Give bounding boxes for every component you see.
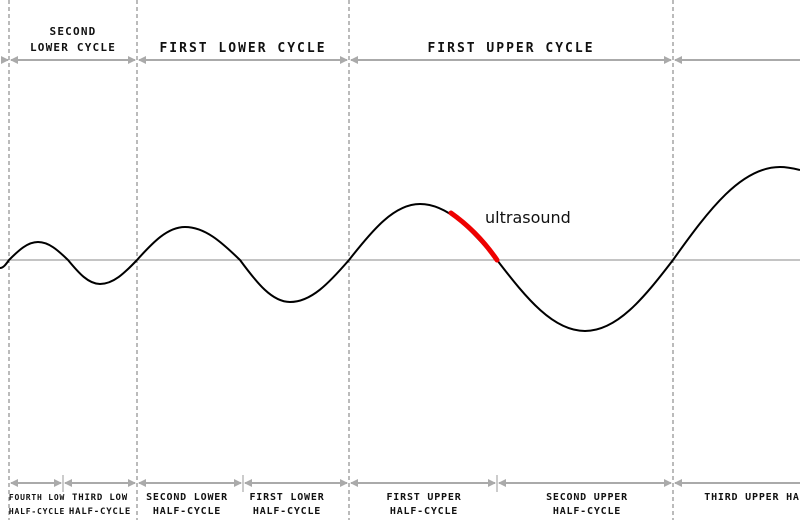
label: THIRD LOW: [72, 493, 128, 503]
label: HALF-CYCLE: [553, 506, 621, 517]
label: FIRST UPPER CYCLE: [427, 41, 594, 56]
label: HALF-CYCLE: [253, 506, 321, 517]
label: FOURTH LOW: [9, 493, 65, 502]
ultrasound-label: ultrasound: [485, 208, 571, 227]
label: HALF-CYCLE: [153, 506, 221, 517]
label: HALF-CYCLE: [9, 507, 65, 516]
label: SECOND UPPER: [546, 492, 628, 503]
label: THIRD UPPER HA: [704, 492, 800, 503]
label: FIRST UPPER: [386, 492, 461, 503]
label: HALF-CYCLE: [69, 507, 131, 517]
label: HALF-CYCLE: [390, 506, 458, 517]
label: FIRST LOWER: [249, 492, 324, 503]
label: FIRST LOWER CYCLE: [159, 41, 326, 56]
ultrasound-segment: [448, 210, 500, 263]
wave: [0, 165, 800, 333]
labels: SECOND LOWER CYCLE FIRST LOWER CYCLE FIRST …: [9, 25, 800, 517]
label: LOWER CYCLE: [30, 41, 116, 54]
label: SECOND: [50, 25, 97, 38]
label: SECOND LOWER: [146, 492, 228, 503]
